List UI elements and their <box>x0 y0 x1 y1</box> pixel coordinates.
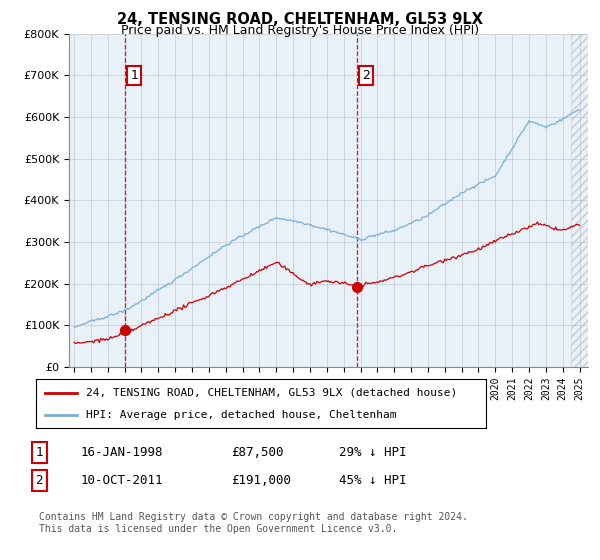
Text: 16-JAN-1998: 16-JAN-1998 <box>81 446 163 459</box>
Text: Price paid vs. HM Land Registry's House Price Index (HPI): Price paid vs. HM Land Registry's House … <box>121 24 479 36</box>
Text: 45% ↓ HPI: 45% ↓ HPI <box>339 474 407 487</box>
Text: Contains HM Land Registry data © Crown copyright and database right 2024.
This d: Contains HM Land Registry data © Crown c… <box>39 512 468 534</box>
Text: 24, TENSING ROAD, CHELTENHAM, GL53 9LX: 24, TENSING ROAD, CHELTENHAM, GL53 9LX <box>117 12 483 27</box>
Text: 1: 1 <box>130 69 138 82</box>
Text: 2: 2 <box>362 69 370 82</box>
Text: 10-OCT-2011: 10-OCT-2011 <box>81 474 163 487</box>
Text: 1: 1 <box>35 446 43 459</box>
Text: £87,500: £87,500 <box>231 446 284 459</box>
Text: HPI: Average price, detached house, Cheltenham: HPI: Average price, detached house, Chel… <box>86 409 396 419</box>
Text: £191,000: £191,000 <box>231 474 291 487</box>
Text: 24, TENSING ROAD, CHELTENHAM, GL53 9LX (detached house): 24, TENSING ROAD, CHELTENHAM, GL53 9LX (… <box>86 388 457 398</box>
Text: 29% ↓ HPI: 29% ↓ HPI <box>339 446 407 459</box>
Text: 2: 2 <box>35 474 43 487</box>
